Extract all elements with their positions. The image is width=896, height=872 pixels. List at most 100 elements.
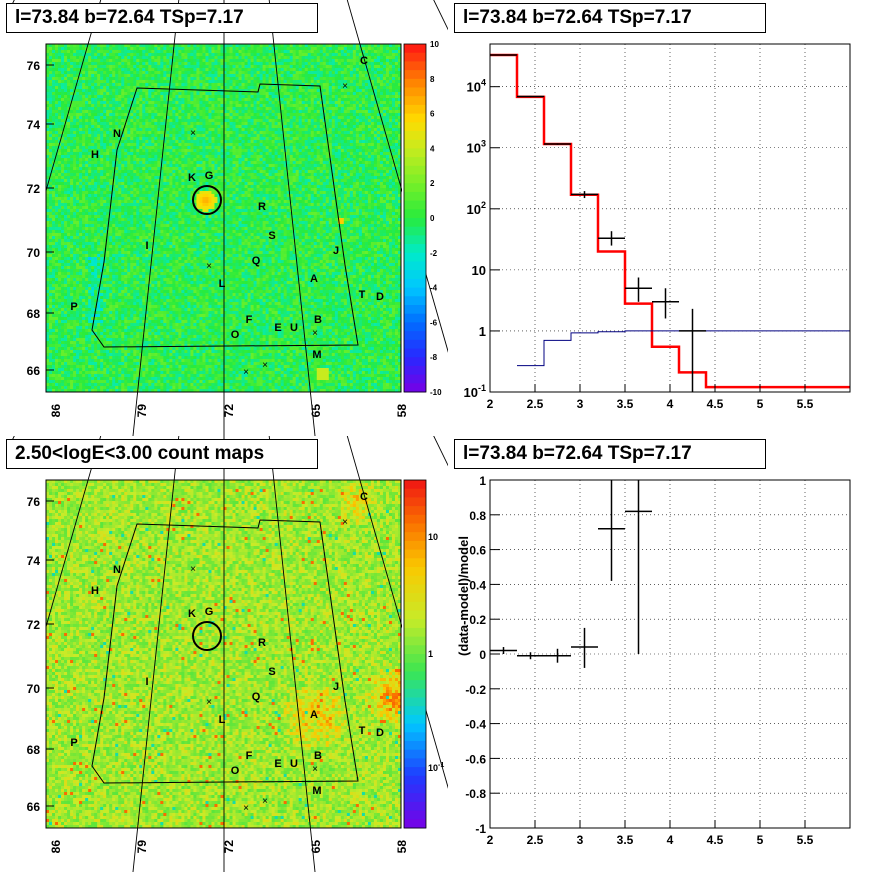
heatmap-cell	[112, 152, 116, 156]
heatmap-cell	[367, 86, 372, 90]
heatmap-cell	[316, 110, 321, 114]
heatmap-cell	[94, 161, 98, 165]
heatmap-cell	[226, 47, 230, 51]
heatmap-cell	[115, 74, 119, 78]
heatmap-cell	[106, 110, 110, 114]
heatmap-cell	[331, 104, 336, 108]
heatmap-cell	[217, 152, 221, 156]
heatmap-cell	[76, 125, 80, 129]
heatmap-cell	[94, 140, 98, 144]
heatmap-cell	[385, 146, 390, 150]
heatmap-cell	[298, 143, 303, 147]
heatmap-cell	[103, 131, 107, 135]
heatmap-cell	[178, 44, 182, 48]
heatmap-cell	[316, 143, 321, 147]
heatmap-cell	[370, 98, 375, 102]
heatmap-cell	[133, 107, 137, 111]
heatmap-cell	[247, 131, 251, 135]
heatmap-cell	[139, 77, 143, 81]
heatmap-cell	[382, 95, 387, 99]
heatmap-cell	[58, 59, 62, 63]
heatmap-cell	[100, 95, 104, 99]
heatmap-cell	[136, 50, 140, 54]
heatmap-cell	[385, 50, 390, 54]
heatmap-cell	[337, 44, 342, 48]
heatmap-cell	[301, 143, 306, 147]
heatmap-cell	[382, 131, 387, 135]
heatmap-cell	[268, 71, 273, 75]
heatmap-cell	[115, 56, 119, 60]
heatmap-cell	[109, 47, 113, 51]
heatmap-cell	[340, 53, 345, 57]
heatmap-cell	[145, 128, 149, 132]
heatmap-cell	[346, 134, 351, 138]
heatmap-cell	[337, 143, 342, 147]
heatmap-cell	[208, 164, 212, 168]
heatmap-cell	[187, 122, 191, 126]
heatmap-cell	[322, 146, 327, 150]
heatmap-cell	[343, 140, 348, 144]
heatmap-cell	[364, 56, 369, 60]
heatmap-cell	[196, 104, 200, 108]
heatmap-cell	[316, 71, 321, 75]
heatmap-cell	[55, 116, 59, 120]
heatmap-cell	[76, 167, 80, 171]
heatmap-cell	[331, 167, 336, 171]
heatmap-cell	[274, 44, 279, 48]
heatmap-cell	[133, 155, 137, 159]
heatmap-cell	[274, 158, 279, 162]
heatmap-cell	[253, 119, 257, 123]
heatmap-cell	[52, 113, 56, 117]
heatmap-cell	[361, 89, 366, 93]
heatmap-cell	[151, 95, 155, 99]
heatmap-cell	[310, 161, 315, 165]
heatmap-cell	[394, 77, 399, 81]
heatmap-cell	[298, 92, 303, 96]
heatmap-cell	[52, 128, 56, 132]
heatmap-cell	[256, 158, 260, 162]
heatmap-cell	[247, 155, 251, 159]
heatmap-cell	[136, 107, 140, 111]
heatmap-cell	[337, 134, 342, 138]
heatmap-cell	[142, 56, 146, 60]
heatmap-cell	[358, 113, 363, 117]
heatmap-cell	[301, 158, 306, 162]
heatmap-cell	[292, 53, 297, 57]
heatmap-cell	[355, 116, 360, 120]
heatmap-cell	[127, 116, 131, 120]
heatmap-cell	[46, 83, 50, 87]
heatmap-cell	[244, 104, 248, 108]
heatmap-cell	[106, 65, 110, 69]
heatmap-cell	[67, 164, 71, 168]
heatmap-cell	[271, 161, 276, 165]
heatmap-cell	[229, 62, 233, 66]
heatmap-cell	[124, 134, 128, 138]
heatmap-cell	[241, 101, 245, 105]
heatmap-cell	[130, 68, 134, 72]
heatmap-cell	[82, 149, 86, 153]
heatmap-cell	[388, 134, 393, 138]
heatmap-cell	[295, 113, 300, 117]
heatmap-cell	[361, 155, 366, 159]
heatmap-cell	[298, 128, 303, 132]
heatmap-cell	[355, 74, 360, 78]
heatmap-cell	[88, 152, 92, 156]
heatmap-cell	[151, 161, 155, 165]
heatmap-cell	[394, 80, 399, 84]
heatmap-cell	[220, 68, 224, 72]
heatmap-cell	[217, 128, 221, 132]
heatmap-cell	[337, 107, 342, 111]
heatmap-cell	[127, 77, 131, 81]
heatmap-cell	[343, 113, 348, 117]
heatmap-cell	[262, 125, 267, 129]
heatmap-cell	[151, 44, 155, 48]
heatmap-cell	[355, 110, 360, 114]
heatmap-cell	[337, 68, 342, 72]
heatmap-cell	[355, 140, 360, 144]
heatmap-cell	[175, 161, 179, 165]
heatmap-cell	[55, 86, 59, 90]
heatmap-cell	[376, 158, 381, 162]
heatmap-cell	[121, 98, 125, 102]
heatmap-cell	[346, 104, 351, 108]
heatmap-cell	[241, 77, 245, 81]
